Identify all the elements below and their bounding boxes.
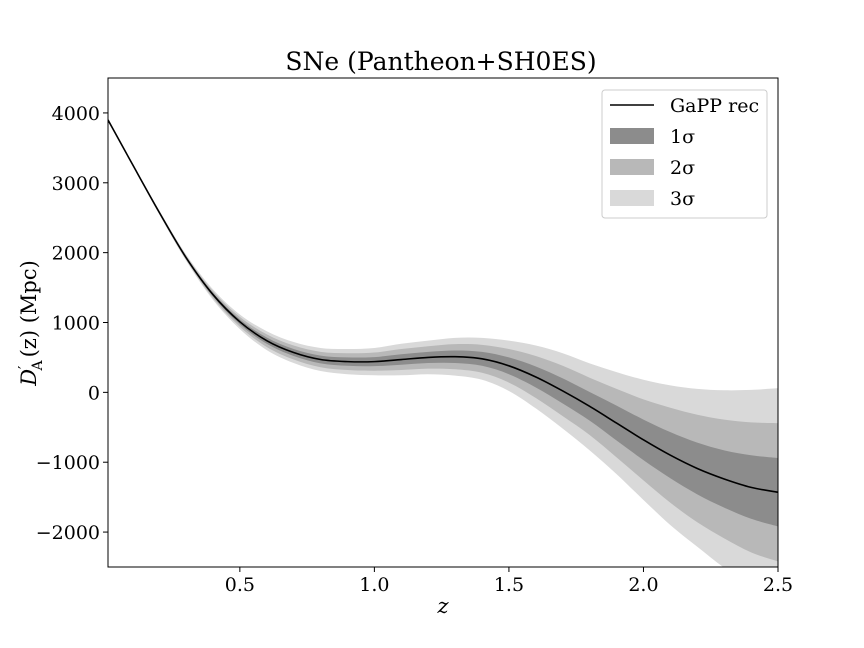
y-tick-label: 3000 [52, 173, 100, 195]
x-axis-ticks: 0.5 1.0 1.5 2.0 2.5 [225, 567, 793, 596]
chart-title: SNe (Pantheon+SH0ES) [285, 47, 596, 76]
x-tick-label: 2.0 [628, 574, 658, 596]
x-axis-label: z [436, 594, 449, 618]
legend-label: GaPP rec [670, 95, 759, 117]
y-axis-ticks: −2000 −1000 0 1000 2000 3000 4000 [36, 103, 108, 544]
series-line-gapp-rec [108, 119, 778, 494]
reconstruction-lines [108, 119, 778, 494]
legend-band-swatch [610, 190, 654, 206]
x-tick-label: 0.5 [225, 574, 255, 596]
y-axis-label-rest: (z) (Mpc) [17, 260, 41, 357]
legend-box [601, 89, 768, 219]
legend-band-swatch [610, 159, 654, 175]
band-2-sigma [108, 119, 778, 562]
y-tick-label: 0 [88, 382, 100, 404]
x-tick-label: 1.5 [494, 574, 524, 596]
y-axis-label-prime: ′ [15, 365, 33, 369]
y-tick-label: −2000 [36, 522, 100, 544]
y-axis-label-base: D [17, 369, 41, 387]
legend-label: 1σ [670, 126, 695, 148]
legend: GaPP rec 1σ 2σ 3σ [601, 89, 768, 219]
legend-band-swatch [610, 128, 654, 144]
y-axis-label-subscript: A [30, 360, 46, 372]
legend-label: 3σ [670, 188, 695, 210]
x-tick-label: 2.5 [763, 574, 793, 596]
band-3-sigma [108, 118, 778, 567]
y-tick-label: −1000 [36, 452, 100, 474]
y-tick-label: 2000 [52, 243, 100, 265]
legend-label: 2σ [670, 157, 695, 179]
x-tick-label: 1.0 [359, 574, 389, 596]
y-axis-label: D′A (z) (Mpc) [15, 260, 46, 387]
confidence-bands [108, 118, 778, 567]
y-tick-label: 1000 [52, 313, 100, 335]
band-1-sigma [108, 119, 778, 527]
y-tick-label: 4000 [52, 103, 100, 125]
